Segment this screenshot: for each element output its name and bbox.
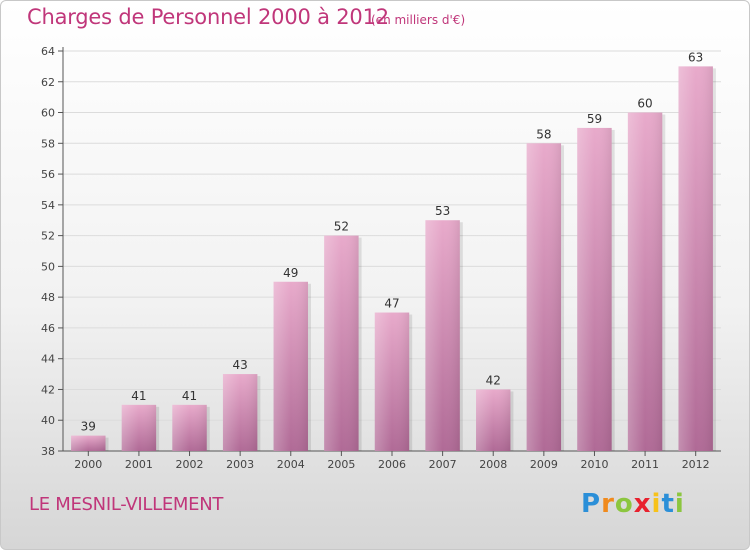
y-tick-label: 50 [41,260,55,273]
bar-highlight [71,435,106,451]
commune-name: LE MESNIL-VILLEMENT [29,494,224,515]
x-tick-label: 2003 [226,458,254,471]
logo-letter: o [614,489,634,519]
bar-value-label: 49 [283,266,298,280]
bar-highlight [678,66,713,451]
x-tick-label: 2012 [682,458,710,471]
y-tick-label: 38 [41,445,55,458]
bars [71,66,716,452]
labels: 2000 39 2001 41 2002 41 2003 43 2004 49 2005 52 2006… [74,50,709,471]
y-tick-label: 40 [41,414,55,427]
bar-value-label: 42 [486,373,501,387]
y-tick-label: 46 [41,322,55,335]
logo-letter: i [651,489,662,519]
x-tick-label: 2009 [530,458,558,471]
bar-highlight [374,312,410,451]
bar-value-label: 41 [182,389,197,403]
x-tick-label: 2001 [125,458,153,471]
chart-subtitle: (en milliers d'€) [371,13,466,27]
x-tick-label: 2008 [479,458,507,471]
y-tick-label: 62 [41,76,55,89]
x-tick-label: 2007 [429,458,457,471]
bar-value-label: 59 [587,112,602,126]
y-tick-label: 64 [41,45,55,58]
x-tick-label: 2010 [580,458,608,471]
bar-highlight [121,404,157,451]
y-tick-label: 52 [41,230,55,243]
bar-value-label: 52 [334,220,349,234]
bar-highlight [627,112,663,452]
bar-highlight [526,143,562,452]
logo-letter: r [601,489,615,519]
bar-highlight [172,404,207,451]
y-tick-label: 44 [41,353,55,366]
bar-highlight [273,281,308,451]
bar-value-label: 39 [81,420,96,434]
y-tick-label: 60 [41,107,55,120]
y-tick-label: 56 [41,168,55,181]
bar-value-label: 63 [688,50,703,64]
y-tick-label: 58 [41,137,55,150]
y-tick-label: 48 [41,291,55,304]
bar-highlight [476,389,511,451]
bar-value-label: 60 [637,97,652,111]
bar-highlight [222,374,258,451]
chart-title: Charges de Personnel 2000 à 2012 [27,5,389,29]
x-tick-label: 2000 [74,458,102,471]
x-tick-label: 2006 [378,458,406,471]
x-tick-label: 2002 [176,458,204,471]
x-tick-label: 2005 [327,458,355,471]
y-tick-label: 42 [41,383,55,396]
x-tick-label: 2004 [277,458,305,471]
x-tick-label: 2011 [631,458,659,471]
logo-letter: i [674,489,685,519]
bar-value-label: 41 [131,389,146,403]
bar-value-label: 53 [435,204,450,218]
proxiti-logo[interactable]: Proxiti [581,489,685,519]
y-tick-label: 54 [41,199,55,212]
logo-letter: x [633,489,652,519]
bar-value-label: 58 [536,127,551,141]
bar-highlight [324,235,359,451]
logo-letter: P [581,489,602,519]
bar-value-label: 47 [384,297,399,311]
bar-highlight [425,220,460,451]
logo-letter: t [661,489,675,519]
bar-value-label: 43 [233,358,248,372]
bar-highlight [577,127,612,451]
